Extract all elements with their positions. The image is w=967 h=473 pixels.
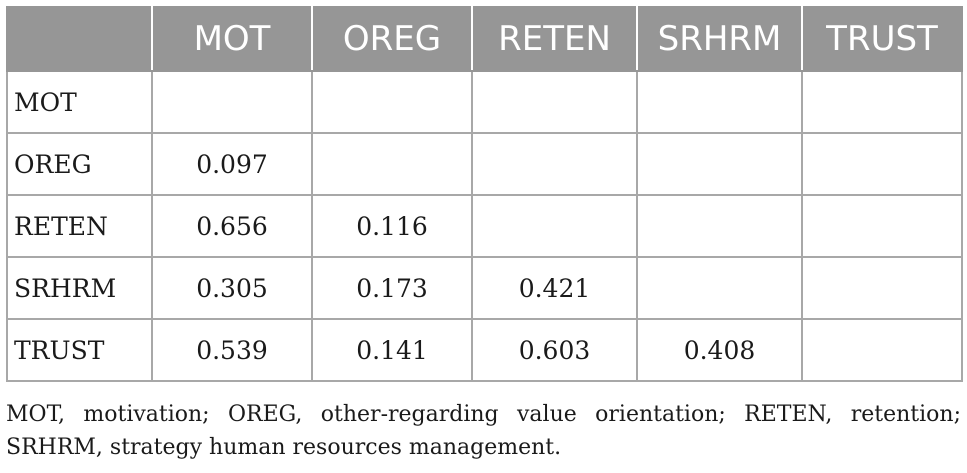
table-cell [311,132,473,196]
table-cell [151,70,313,134]
table-cell: 0.305 [151,256,313,320]
row-label: OREG [6,132,153,196]
table-cell [636,70,803,134]
table-header-row: MOT OREG RETEN SRHRM TRUST [6,6,963,72]
table-row: MOT [6,70,963,134]
table-cell: 0.141 [311,318,473,382]
table-row: RETEN 0.656 0.116 [6,194,963,258]
table-cell [801,256,963,320]
table-cell: 0.421 [471,256,638,320]
table-footnote: MOT, motivation; OREG, other-regarding v… [6,402,961,460]
table-cell: 0.539 [151,318,313,382]
table-row: OREG 0.097 [6,132,963,196]
table-cell [801,194,963,258]
table-cell [471,132,638,196]
row-label: RETEN [6,194,153,258]
row-label: TRUST [6,318,153,382]
correlation-table: MOT OREG RETEN SRHRM TRUST MOT OREG 0.09… [6,6,963,382]
table-cell: 0.603 [471,318,638,382]
table-cell [636,194,803,258]
row-label: MOT [6,70,153,134]
table-cell [801,70,963,134]
table-cell: 0.656 [151,194,313,258]
table-cell: 0.116 [311,194,473,258]
column-header: SRHRM [636,6,803,72]
table-cell [801,318,963,382]
table-cell [636,256,803,320]
table-cell [801,132,963,196]
column-header: TRUST [801,6,963,72]
table-cell [471,194,638,258]
table-cell [311,70,473,134]
table-row: SRHRM 0.305 0.173 0.421 [6,256,963,320]
column-header: RETEN [471,6,638,72]
table-cell: 0.408 [636,318,803,382]
table-row: TRUST 0.539 0.141 0.603 0.408 [6,318,963,382]
table-cell [471,70,638,134]
row-label: SRHRM [6,256,153,320]
table-cell: 0.173 [311,256,473,320]
correlation-table-container: MOT OREG RETEN SRHRM TRUST MOT OREG 0.09… [6,6,963,382]
table-cell [636,132,803,196]
header-corner [6,6,153,72]
column-header: MOT [151,6,313,72]
column-header: OREG [311,6,473,72]
table-cell: 0.097 [151,132,313,196]
